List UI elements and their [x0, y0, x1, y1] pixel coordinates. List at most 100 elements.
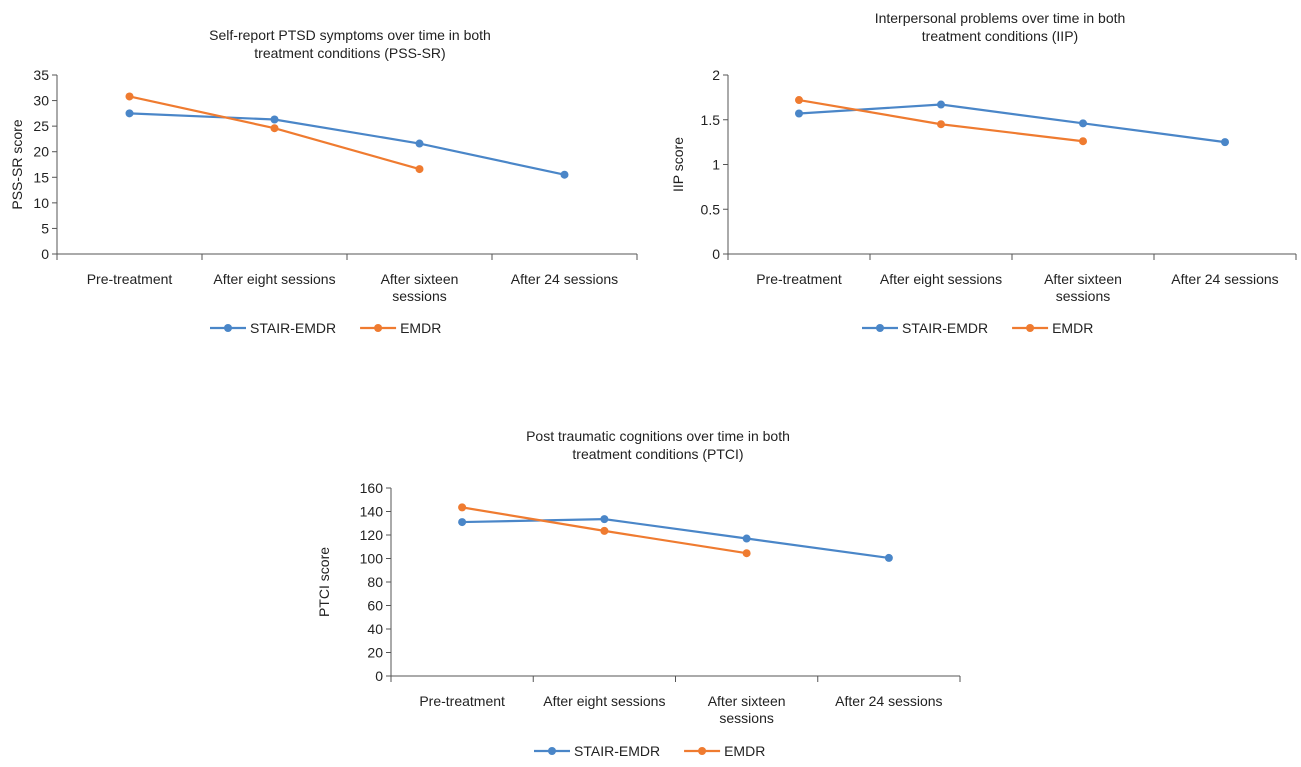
- x-tick-label-line: sessions: [392, 288, 446, 304]
- chart-title: Self-report PTSD symptoms over time in b…: [209, 27, 491, 61]
- data-point-stair-emdr: [795, 109, 803, 118]
- legend-label: EMDR: [1052, 320, 1093, 336]
- chart-title-line: Interpersonal problems over time in both: [875, 10, 1126, 26]
- y-tick-label: 1: [712, 157, 720, 173]
- y-tick-label: 100: [360, 551, 384, 567]
- x-tick-label: After 24 sessions: [835, 693, 942, 709]
- y-tick-label: 35: [33, 67, 49, 83]
- y-axis-label: PTCI score: [316, 547, 332, 617]
- x-tick-label: After 24 sessions: [511, 271, 618, 287]
- x-tick-label: After eight sessions: [543, 693, 665, 709]
- y-tick-label: 0: [712, 246, 720, 262]
- chart-title: Post traumatic cognitions over time in b…: [526, 428, 790, 462]
- y-tick-label: 40: [367, 621, 383, 637]
- data-point-stair-emdr: [270, 115, 279, 124]
- data-point-emdr: [795, 96, 803, 105]
- data-point-stair-emdr: [884, 553, 893, 562]
- data-point-stair-emdr: [742, 534, 751, 543]
- legend: STAIR-EMDR EMDR: [534, 743, 765, 759]
- x-tick-label-line: Pre-treatment: [756, 271, 842, 287]
- y-tick-label: 160: [360, 480, 384, 496]
- data-point-emdr: [742, 549, 751, 558]
- y-tick-label: 5: [41, 220, 49, 236]
- x-tick-label: After sixteen sessions: [708, 693, 786, 726]
- x-tick-label-line: Pre-treatment: [87, 271, 173, 287]
- legend-swatch-marker: [698, 747, 707, 755]
- x-tick-label-line: After eight sessions: [213, 271, 335, 287]
- series-line-stair-emdr: [129, 112, 565, 176]
- x-tick-label: Pre-treatment: [419, 693, 505, 709]
- y-tick-label: 25: [33, 118, 49, 134]
- legend-swatch-marker: [876, 324, 884, 332]
- iip-chart: Interpersonal problems over time in both…: [670, 10, 1297, 336]
- data-point-stair-emdr: [458, 518, 467, 527]
- data-point-stair-emdr: [560, 170, 569, 179]
- y-tick-label: 10: [33, 195, 49, 211]
- data-point-stair-emdr: [1221, 138, 1229, 147]
- chart-title-line: treatment conditions (IIP): [922, 28, 1078, 44]
- data-point-emdr: [415, 165, 424, 174]
- y-tick-label: 20: [367, 645, 383, 661]
- x-tick-label: After eight sessions: [213, 271, 335, 287]
- x-tick-label: After sixteen sessions: [1044, 271, 1122, 304]
- legend: STAIR-EMDR EMDR: [862, 320, 1093, 336]
- data-point-stair-emdr: [1079, 119, 1087, 128]
- y-tick-label: 140: [360, 504, 384, 520]
- x-tick-label-line: After sixteen: [1044, 271, 1122, 287]
- pss-sr-chart: Self-report PTSD symptoms over time in b…: [9, 27, 638, 336]
- x-tick-label: After sixteen sessions: [381, 271, 459, 304]
- data-point-emdr: [125, 92, 134, 101]
- x-tick-label: Pre-treatment: [756, 271, 842, 287]
- legend-swatch-marker: [374, 324, 383, 332]
- legend-label: EMDR: [724, 743, 765, 759]
- x-tick-label: Pre-treatment: [87, 271, 173, 287]
- y-tick-label: 15: [33, 169, 49, 185]
- legend-swatch-marker: [224, 324, 232, 332]
- y-axis-label: IIP score: [670, 137, 686, 192]
- x-tick-label-line: sessions: [719, 710, 773, 726]
- data-point-emdr: [600, 526, 609, 535]
- data-point-emdr: [458, 503, 467, 512]
- data-point-emdr: [270, 124, 279, 133]
- y-tick-label: 2: [712, 67, 720, 83]
- y-axis-label: PSS-SR score: [9, 119, 25, 209]
- x-tick-label: After 24 sessions: [1171, 271, 1278, 287]
- x-tick-label-line: Pre-treatment: [419, 693, 505, 709]
- y-tick-label: 80: [367, 574, 383, 590]
- legend-swatch-marker: [1026, 324, 1035, 332]
- x-tick-label-line: After sixteen: [381, 271, 459, 287]
- chart-title-line: treatment conditions (PSS-SR): [254, 45, 445, 61]
- x-tick-label-line: After eight sessions: [880, 271, 1002, 287]
- y-tick-label: 0.5: [701, 201, 721, 217]
- data-point-stair-emdr: [600, 515, 609, 524]
- data-point-stair-emdr: [125, 109, 134, 118]
- chart-title-line: treatment conditions (PTCI): [572, 446, 743, 462]
- x-tick-label-line: After 24 sessions: [835, 693, 942, 709]
- data-point-emdr: [1079, 137, 1087, 146]
- legend-label: STAIR-EMDR: [574, 743, 660, 759]
- chart-title-line: Self-report PTSD symptoms over time in b…: [209, 27, 491, 43]
- y-tick-label: 60: [367, 598, 383, 614]
- x-tick-label-line: After eight sessions: [543, 693, 665, 709]
- legend: STAIR-EMDR EMDR: [210, 320, 441, 336]
- y-tick-label: 120: [360, 527, 384, 543]
- y-tick-label: 20: [33, 144, 49, 160]
- x-tick-label-line: After sixteen: [708, 693, 786, 709]
- y-tick-label: 0: [41, 246, 49, 262]
- chart-title: Interpersonal problems over time in both…: [875, 10, 1126, 44]
- series-line-stair-emdr: [462, 518, 890, 560]
- y-tick-label: 30: [33, 93, 49, 109]
- x-tick-label: After eight sessions: [880, 271, 1002, 287]
- legend-label: STAIR-EMDR: [902, 320, 988, 336]
- y-tick-label: 0: [375, 668, 383, 684]
- x-tick-label-line: After 24 sessions: [1171, 271, 1278, 287]
- legend-swatch-marker: [548, 747, 556, 755]
- y-tick-label: 1.5: [701, 112, 721, 128]
- series-line-stair-emdr: [798, 103, 1226, 144]
- legend-label: STAIR-EMDR: [250, 320, 336, 336]
- legend-label: EMDR: [400, 320, 441, 336]
- data-point-emdr: [937, 120, 945, 129]
- x-tick-label-line: After 24 sessions: [511, 271, 618, 287]
- data-point-stair-emdr: [415, 139, 424, 148]
